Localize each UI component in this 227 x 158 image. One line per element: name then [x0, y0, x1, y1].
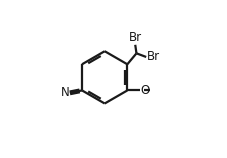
Text: Br: Br: [146, 50, 159, 64]
Text: Br: Br: [128, 31, 141, 44]
Text: O: O: [140, 84, 149, 97]
Text: N: N: [60, 86, 69, 99]
